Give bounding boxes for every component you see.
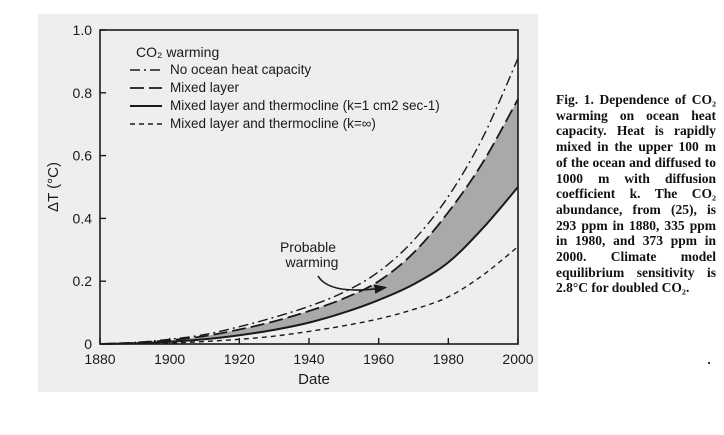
x-tick-label: 1940 bbox=[293, 351, 324, 367]
x-tick-label: 1900 bbox=[154, 351, 185, 367]
series-line-4 bbox=[99, 246, 519, 345]
x-tick-label: 2000 bbox=[502, 351, 533, 367]
x-axis-label: Date bbox=[298, 371, 330, 388]
x-tick-label: 1980 bbox=[433, 351, 464, 367]
legend-label-1: No ocean heat capacity bbox=[170, 62, 311, 77]
probable-warming-band bbox=[100, 99, 518, 344]
y-tick-label: 0.2 bbox=[73, 273, 93, 289]
stray-dot bbox=[708, 362, 710, 364]
legend-label-2: Mixed layer bbox=[170, 80, 240, 95]
annotation-arrow bbox=[317, 275, 388, 294]
y-tick-label: 0.4 bbox=[73, 210, 93, 226]
y-tick-label: 0.6 bbox=[73, 148, 93, 164]
annotation-line-1: Probable bbox=[280, 239, 336, 255]
x-tick-label: 1880 bbox=[84, 351, 115, 367]
legend-title: CO₂ warming bbox=[136, 44, 219, 60]
probable-warming-annotation: Probable warming bbox=[280, 239, 388, 294]
x-tick-label: 1960 bbox=[363, 351, 394, 367]
legend: CO₂ warming No ocean heat capacity Mixed … bbox=[130, 44, 440, 131]
figure-panel: 1880 1900 1920 1940 1960 1980 2000 0 0.2 0.4 0.6 0.… bbox=[38, 14, 538, 392]
y-tick-label: 0 bbox=[84, 336, 92, 352]
annotation-line-2: warming bbox=[285, 254, 339, 270]
y-tick-label: 1.0 bbox=[73, 22, 93, 38]
legend-label-4: Mixed layer and thermocline (k=∞) bbox=[170, 116, 376, 131]
legend-label-3: Mixed layer and thermocline (k=1 cm2 sec… bbox=[170, 98, 440, 113]
y-axis-label: ΔT (°C) bbox=[45, 162, 62, 212]
figure-caption: Fig. 1. Dependence of CO₂ warming on oce… bbox=[556, 92, 716, 296]
x-tick-label: 1920 bbox=[224, 351, 255, 367]
y-tick-label: 0.8 bbox=[73, 85, 93, 101]
warming-chart: 1880 1900 1920 1940 1960 1980 2000 0 0.2 0.4 0.6 0.… bbox=[45, 22, 534, 388]
